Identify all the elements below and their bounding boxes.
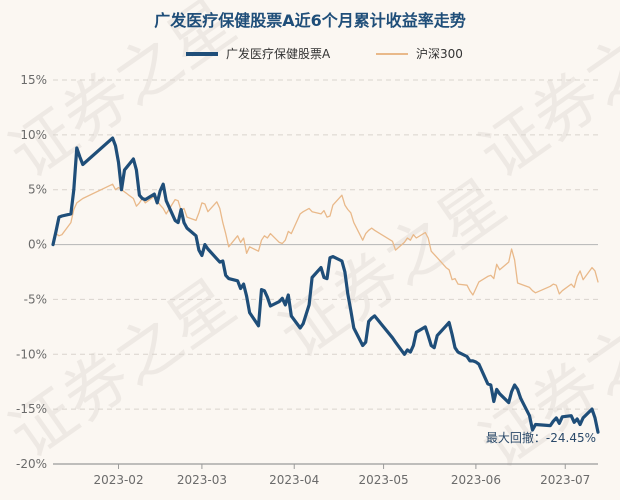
x-tick-label: 2023-07 [540,473,590,487]
max-drawdown-annotation: 最大回撤：-24.45% [486,430,596,445]
x-tick-label: 2023-06 [451,473,501,487]
axis-layer: 15% 10% 5% 0% -5% -10% -15% -20% 2023-02 2023-03 2… [16,73,590,487]
y-tick-label: 10% [20,128,47,142]
x-tick-label: 2023-02 [93,473,143,487]
legend: 广发医疗保健股票A 沪深300 [186,46,463,61]
legend-label-index: 沪深300 [416,47,463,61]
y-tick-label: 0% [28,238,47,252]
y-tick-label: -10% [16,347,47,361]
x-tick-label: 2023-03 [177,473,227,487]
legend-label-fund: 广发医疗保健股票A [226,46,331,61]
watermark-text: 证券之星 [467,276,620,483]
y-tick-label: 15% [20,73,47,87]
grid-layer [53,79,598,465]
watermark-text: 证券之星 [267,166,519,373]
lines-layer [51,136,600,434]
x-tick-label: 2023-05 [359,473,409,487]
y-tick-label: -5% [24,292,47,306]
watermark-text: 证券之星 [467,0,620,193]
series-line-fund [51,136,600,434]
x-tick-label: 2023-04 [269,473,319,487]
y-tick-label: -20% [16,457,47,471]
chart-title: 广发医疗保健股票A近6个月累计收益率走势 [154,11,466,30]
y-tick-label: 5% [28,183,47,197]
y-tick-label: -15% [16,402,47,416]
